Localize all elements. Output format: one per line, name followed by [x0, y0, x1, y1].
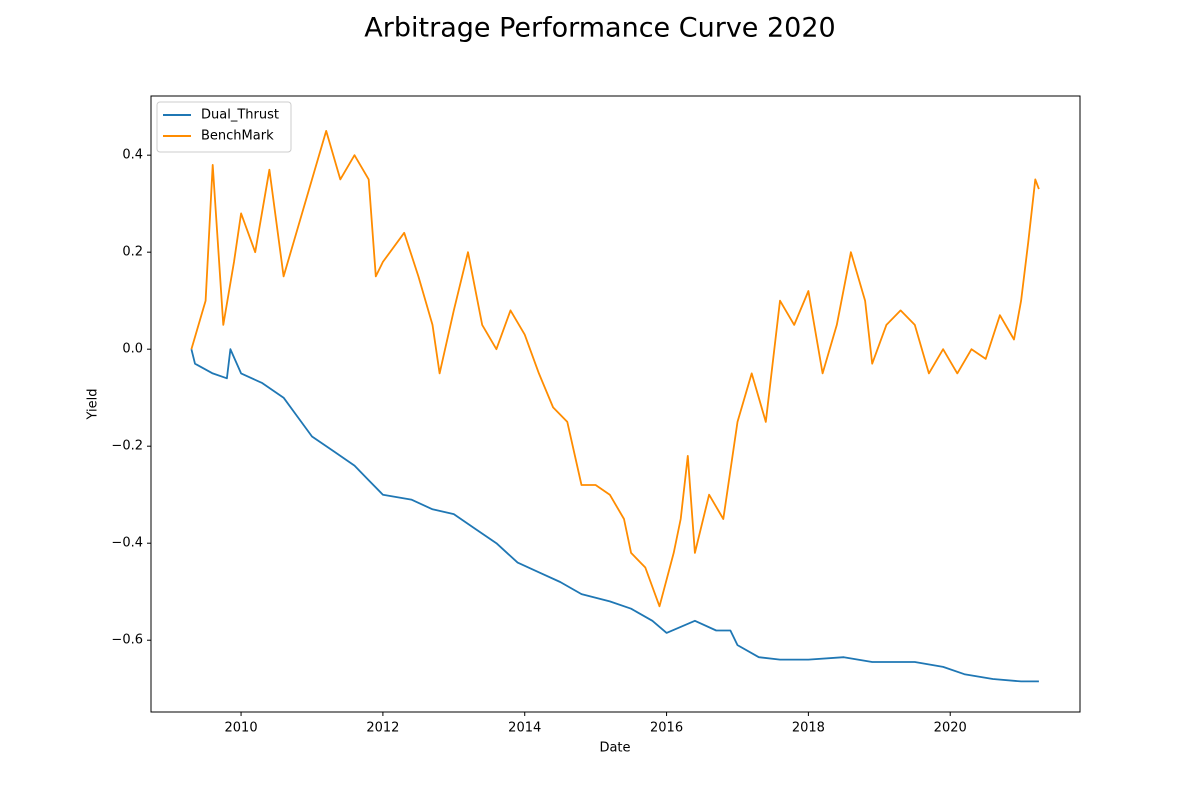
y-tick-label: −0.4 [111, 536, 143, 551]
x-axis-label: Date [599, 741, 630, 756]
y-tick-label: 0.0 [122, 342, 143, 357]
series-line [190, 130, 1040, 608]
x-tick-label: 2018 [792, 721, 825, 736]
x-tick-label: 2016 [650, 721, 683, 736]
x-tick-label: 2010 [225, 721, 258, 736]
x-tick-label: 2020 [934, 721, 967, 736]
y-tick-label: 0.4 [122, 148, 143, 163]
y-tick-label: −0.2 [111, 439, 143, 454]
x-tick-label: 2012 [366, 721, 399, 736]
series-line [190, 348, 1039, 683]
legend: Dual_Thrust BenchMark [156, 101, 292, 153]
y-axis-label: Yield [86, 389, 101, 421]
y-tick-label: −0.6 [111, 633, 143, 648]
chart-title: Arbitrage Performance Curve 2020 [364, 13, 835, 44]
legend-label: BenchMark [201, 129, 274, 144]
x-tick-label: 2014 [508, 721, 541, 736]
legend-label: Dual_Thrust [201, 108, 279, 123]
plot-frame [150, 95, 1081, 713]
y-tick-label: 0.2 [122, 245, 143, 260]
